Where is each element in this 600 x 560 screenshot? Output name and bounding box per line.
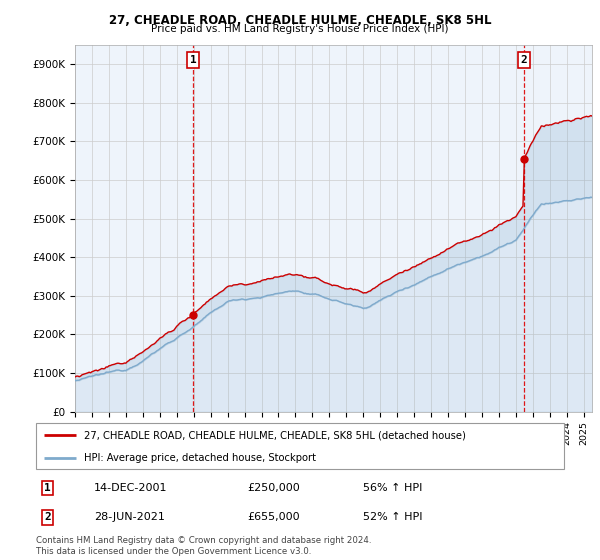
Text: £655,000: £655,000 (247, 512, 300, 522)
Text: 28-JUN-2021: 28-JUN-2021 (94, 512, 165, 522)
Text: £250,000: £250,000 (247, 483, 300, 493)
Text: Contains HM Land Registry data © Crown copyright and database right 2024.
This d: Contains HM Land Registry data © Crown c… (36, 536, 371, 556)
FancyBboxPatch shape (36, 423, 564, 469)
Text: 52% ↑ HPI: 52% ↑ HPI (364, 512, 423, 522)
Text: 2: 2 (521, 55, 527, 66)
Text: 27, CHEADLE ROAD, CHEADLE HULME, CHEADLE, SK8 5HL: 27, CHEADLE ROAD, CHEADLE HULME, CHEADLE… (109, 14, 491, 27)
Text: 14-DEC-2001: 14-DEC-2001 (94, 483, 167, 493)
Text: 27, CHEADLE ROAD, CHEADLE HULME, CHEADLE, SK8 5HL (detached house): 27, CHEADLE ROAD, CHEADLE HULME, CHEADLE… (83, 430, 466, 440)
Text: HPI: Average price, detached house, Stockport: HPI: Average price, detached house, Stoc… (83, 452, 316, 463)
Text: 1: 1 (190, 55, 196, 66)
Text: 1: 1 (44, 483, 51, 493)
Text: Price paid vs. HM Land Registry's House Price Index (HPI): Price paid vs. HM Land Registry's House … (151, 24, 449, 34)
Text: 2: 2 (44, 512, 51, 522)
Text: 56% ↑ HPI: 56% ↑ HPI (364, 483, 423, 493)
